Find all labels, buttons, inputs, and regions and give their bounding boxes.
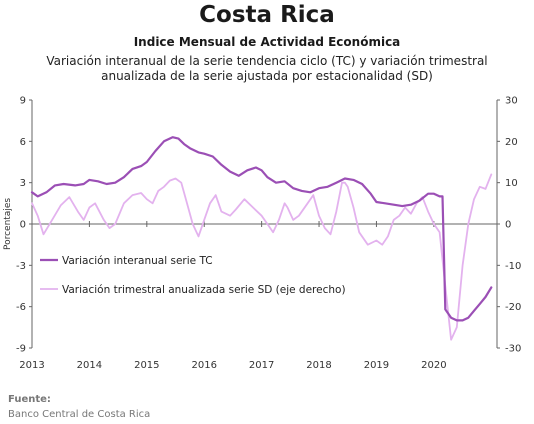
chart-description-line-2: anualizada de la serie ajustada por esta… bbox=[101, 69, 433, 83]
right-y-tick-label: -30 bbox=[505, 344, 521, 355]
chart-title: Costa Rica bbox=[199, 2, 335, 28]
chart-subtitle: Indice Mensual de Actividad Económica bbox=[133, 35, 401, 49]
left-y-tick-label: -3 bbox=[16, 261, 26, 272]
right-y-tick-label: -10 bbox=[505, 261, 521, 272]
left-y-tick-label: 0 bbox=[20, 220, 26, 231]
legend-label-sd: Variación trimestral anualizada serie SD… bbox=[62, 284, 346, 296]
right-y-tick-label: 0 bbox=[505, 220, 511, 231]
chart-legend: Variación interanual serie TC Variación t… bbox=[40, 255, 346, 296]
left-y-tick-label: 9 bbox=[20, 96, 26, 107]
right-y-tick-label: -20 bbox=[505, 302, 521, 313]
left-y-tick-label: 3 bbox=[20, 178, 26, 189]
chart-series bbox=[30, 136, 493, 341]
x-tick-label: 2015 bbox=[134, 360, 159, 371]
series-line-tc bbox=[30, 136, 493, 322]
x-tick-label: 2020 bbox=[421, 360, 446, 371]
x-tick-label: 2018 bbox=[306, 360, 331, 371]
x-tick-label: 2014 bbox=[77, 360, 102, 371]
chart-description-line-1: Variación interanual de la serie tendenc… bbox=[46, 54, 488, 68]
y-axis-title: Porcentajes bbox=[3, 198, 13, 250]
x-tick-label: 2016 bbox=[191, 360, 216, 371]
right-y-tick-label: 10 bbox=[505, 178, 518, 189]
chart-description: Variación interanual de la serie tendenc… bbox=[30, 54, 504, 84]
right-y-tick-label: 20 bbox=[505, 137, 518, 148]
x-tick-label: 2019 bbox=[364, 360, 389, 371]
left-y-tick-label: 6 bbox=[20, 137, 26, 148]
left-y-tick-label: -6 bbox=[16, 302, 26, 313]
legend-label-tc: Variación interanual serie TC bbox=[62, 255, 213, 267]
x-tick-label: 2017 bbox=[249, 360, 274, 371]
left-y-tick-label: -9 bbox=[16, 344, 26, 355]
x-tick-label: 2013 bbox=[19, 360, 44, 371]
source-text: Banco Central de Costa Rica bbox=[8, 409, 151, 420]
right-y-tick-label: 30 bbox=[505, 96, 518, 107]
source-label: Fuente: bbox=[8, 394, 51, 405]
